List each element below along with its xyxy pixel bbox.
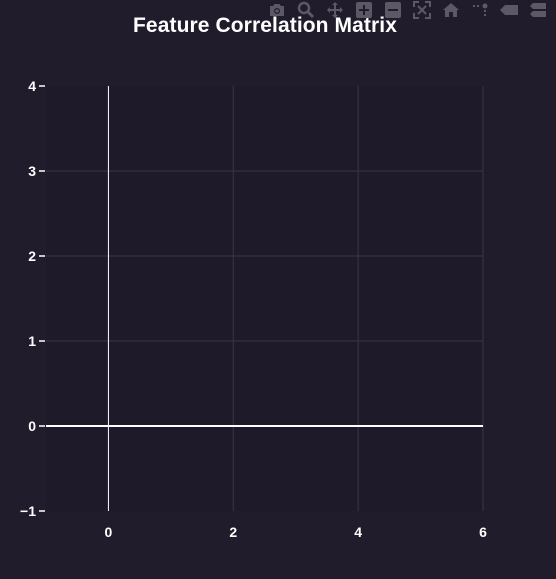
hover-compare-icon[interactable] xyxy=(527,0,549,20)
home-icon[interactable] xyxy=(440,0,462,20)
y-tick-label: 4 xyxy=(28,78,36,94)
plot-area[interactable] xyxy=(46,86,483,511)
y-tick-label: 0 xyxy=(28,418,36,434)
y-tick-label: 2 xyxy=(28,248,36,264)
y-tick-label: 3 xyxy=(28,163,36,179)
x-tick-label: 0 xyxy=(105,524,113,540)
x-tick-label: 4 xyxy=(354,524,362,540)
zoom-out-icon[interactable] xyxy=(382,0,404,20)
spike-lines-icon[interactable] xyxy=(469,0,491,20)
autoscale-icon[interactable] xyxy=(411,0,433,20)
hover-closest-icon[interactable] xyxy=(498,0,520,20)
chart-title: Feature Correlation Matrix xyxy=(133,14,397,37)
x-tick-label: 6 xyxy=(479,524,487,540)
y-tick-label: −1 xyxy=(20,503,36,519)
y-tick-label: 1 xyxy=(28,333,36,349)
zoom-in-icon[interactable] xyxy=(353,0,375,20)
pan-icon[interactable] xyxy=(324,0,346,20)
camera-icon[interactable] xyxy=(266,0,288,20)
modebar xyxy=(266,0,556,20)
zoom-icon[interactable] xyxy=(295,0,317,20)
x-tick-label: 2 xyxy=(229,524,237,540)
